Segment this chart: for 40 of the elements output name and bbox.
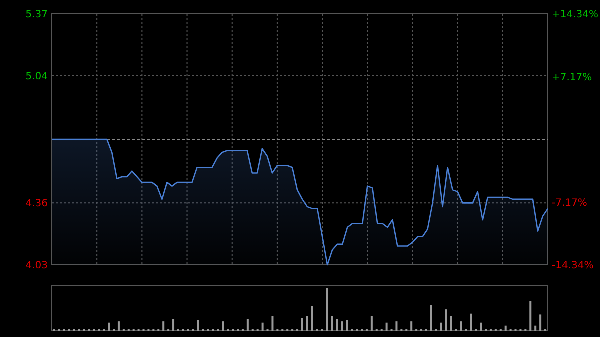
bar xyxy=(440,322,442,331)
bar xyxy=(222,322,224,331)
bar xyxy=(272,316,274,331)
y-tick-label: 5.04 xyxy=(26,71,48,82)
y-tick-label: 5.37 xyxy=(26,10,48,20)
bar xyxy=(480,322,482,331)
bar xyxy=(396,322,398,331)
y-tick-label: 4.03 xyxy=(26,260,48,272)
bar xyxy=(336,319,338,331)
y2-tick-label: +14.34% xyxy=(552,10,599,20)
bar xyxy=(341,322,344,331)
bar xyxy=(504,326,507,331)
bar xyxy=(386,322,388,331)
bar xyxy=(430,305,432,331)
y2-tick-label: -7.17% xyxy=(552,198,588,209)
bar xyxy=(306,316,308,331)
bar xyxy=(162,322,165,331)
y2-tick-label: +7.17% xyxy=(552,72,592,84)
bar xyxy=(530,301,532,331)
bar xyxy=(346,320,348,331)
bar xyxy=(197,320,200,331)
bar xyxy=(301,318,304,331)
bar xyxy=(460,322,462,331)
bar xyxy=(326,288,328,331)
bar xyxy=(470,314,472,331)
bar xyxy=(331,316,334,331)
y2-tick-label: -14.34% xyxy=(552,260,594,272)
bar xyxy=(118,322,120,331)
bar xyxy=(311,306,314,331)
bar xyxy=(540,314,542,331)
bar xyxy=(534,326,537,331)
bar xyxy=(262,322,264,331)
bar xyxy=(370,316,373,331)
bar xyxy=(410,322,413,331)
bar xyxy=(445,310,448,331)
bar xyxy=(108,322,110,331)
bar xyxy=(450,316,452,331)
bar xyxy=(172,319,175,331)
y-tick-label: 4.36 xyxy=(26,198,48,210)
bar xyxy=(246,319,249,331)
